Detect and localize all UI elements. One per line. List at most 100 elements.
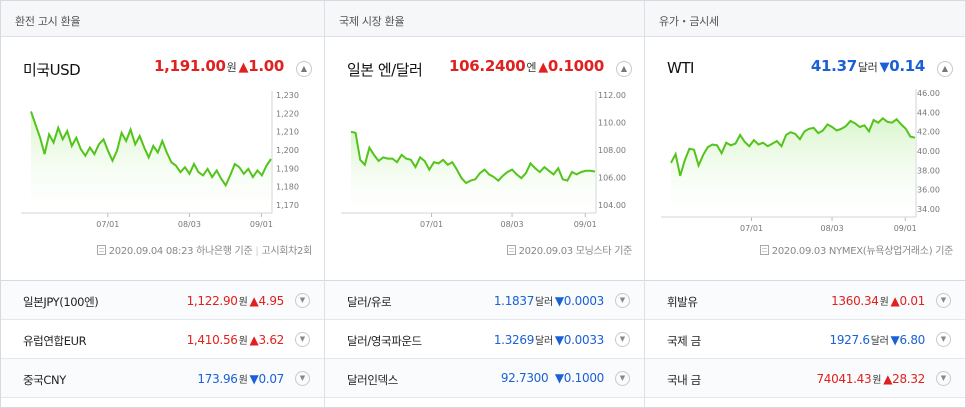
- document-icon: [96, 245, 106, 255]
- chevron-up-icon[interactable]: ▲: [296, 61, 312, 77]
- up-arrow-icon: ▲: [883, 372, 893, 386]
- sub-quote-list: 휘발유 1360.34원 ▲0.01 ▼ 국제 금 1927.6달러 ▼6.80 ▼…: [645, 280, 965, 398]
- chevron-up-icon[interactable]: ▲: [616, 61, 632, 77]
- tab-oil-gold[interactable]: 유가・금시세: [645, 1, 965, 37]
- sub-quote-unit: 원: [872, 375, 882, 386]
- x-tick-label: 07/01: [420, 220, 443, 229]
- main-quote[interactable]: 미국USD 1,191.00원 ▲1.00 ▲: [1, 37, 324, 99]
- x-tick-label: 07/01: [740, 224, 763, 233]
- chart-area: 46.00 44.00 42.00 40.00 38.00 36.00 34.00 07/01…: [645, 85, 965, 235]
- y-tick-label: 1,220: [276, 109, 299, 118]
- x-tick-label: 08/03: [178, 220, 201, 229]
- sub-quote-change: 3.62: [258, 333, 284, 347]
- main-quote-name: WTI: [667, 59, 694, 77]
- sub-quote-name: 유럽연합EUR: [23, 334, 87, 348]
- sub-quote-change: 0.0033: [563, 333, 605, 347]
- chevron-down-icon[interactable]: ▼: [936, 371, 951, 386]
- main-quote[interactable]: WTI 41.37달러 ▼0.14 ▲: [645, 37, 965, 99]
- main-quote-unit: 원: [226, 61, 237, 74]
- sub-quote-unit: 달러: [535, 297, 553, 308]
- chevron-down-icon[interactable]: ▼: [295, 332, 310, 347]
- sub-quote-value: 1,410.56: [186, 333, 238, 347]
- sub-quote-row[interactable]: 국내 금 74041.43원 ▲28.32 ▼: [645, 359, 965, 398]
- sub-quote-value-group: 1927.6달러 ▼6.80: [830, 332, 926, 347]
- series-area: [351, 131, 595, 213]
- sub-quote-value-group: 74041.43원 ▲28.32: [816, 371, 925, 386]
- up-arrow-icon: ▲: [538, 60, 548, 75]
- sub-quote-change: 0.0003: [563, 294, 605, 308]
- source-line: 2020.09.03 모닝스타 기준: [506, 242, 633, 257]
- sub-quote-name: 달러/유로: [347, 295, 392, 309]
- sub-quote-row[interactable]: 일본JPY(100엔) 1,122.90원 ▲4.95 ▼: [1, 281, 324, 320]
- chevron-down-icon[interactable]: ▼: [936, 293, 951, 308]
- panel-intl-exchange: 국제 시장 환율 일본 엔/달러 106.2400엔 ▲0.1000 ▲ 112.…: [325, 1, 645, 408]
- sub-quote-unit: 원: [238, 297, 248, 308]
- y-tick-label: 34.00: [917, 205, 940, 214]
- down-arrow-icon: ▼: [879, 60, 890, 75]
- sub-quote-change: 6.80: [899, 333, 925, 347]
- sub-quote-row[interactable]: 중국CNY 173.96원 ▼0.07 ▼: [1, 359, 324, 398]
- x-tick-label: 08/03: [501, 220, 524, 229]
- tab-intl-exchange[interactable]: 국제 시장 환율: [325, 1, 644, 37]
- main-quote-value: 106.2400: [449, 57, 526, 75]
- series-area: [31, 111, 271, 213]
- chevron-down-icon[interactable]: ▼: [615, 293, 630, 308]
- x-tick-label: 09/01: [894, 224, 917, 233]
- chevron-down-icon[interactable]: ▼: [295, 371, 310, 386]
- main-quote-value: 1,191.00: [154, 57, 226, 75]
- sub-quote-name: 달러/영국파운드: [347, 334, 422, 348]
- chevron-down-icon[interactable]: ▼: [615, 332, 630, 347]
- source-line: 2020.09.04 08:23 하나은행 기준 | 고시회차2회: [96, 242, 312, 257]
- chevron-up-icon[interactable]: ▲: [937, 61, 953, 77]
- sub-quote-value: 74041.43: [816, 372, 872, 386]
- y-tick-label: 42.00: [917, 128, 940, 137]
- sub-quote-row[interactable]: 달러/영국파운드 1.3269달러 ▼0.0033 ▼: [325, 320, 644, 359]
- sub-quote-value-group: 1.3269달러 ▼0.0033: [494, 332, 604, 347]
- y-tick-label: 110.00: [598, 119, 626, 128]
- sub-quote-name: 국내 금: [667, 373, 701, 387]
- chevron-down-icon[interactable]: ▼: [615, 371, 630, 386]
- document-icon: [506, 245, 516, 255]
- sub-quote-row[interactable]: 달러인덱스 92.7300 ▼0.1000 ▼: [325, 359, 644, 398]
- sub-quote-row[interactable]: 달러/유로 1.1837달러 ▼0.0003 ▼: [325, 281, 644, 320]
- sub-quote-row[interactable]: 국제 금 1927.6달러 ▼6.80 ▼: [645, 320, 965, 359]
- price-chart: 112.00 110.00 108.00 106.00 104.00 07/01 08/03…: [341, 91, 626, 229]
- sub-quote-value-group: 1.1837달러 ▼0.0003: [494, 293, 604, 308]
- sub-quote-value-group: 1360.34원 ▲0.01: [831, 293, 925, 308]
- source-date: 2020.09.03: [771, 246, 827, 257]
- down-arrow-icon: ▼: [554, 294, 564, 308]
- main-quote-value-group: 106.2400엔 ▲0.1000: [449, 57, 604, 75]
- tab-exchange[interactable]: 환전 고시 환율: [1, 1, 324, 37]
- sub-quote-list: 일본JPY(100엔) 1,122.90원 ▲4.95 ▼ 유럽연합EUR 1,4…: [1, 280, 324, 398]
- y-tick-label: 108.00: [598, 146, 626, 155]
- sub-quote-change: 4.95: [258, 294, 284, 308]
- up-arrow-icon: ▲: [238, 60, 249, 75]
- down-arrow-icon: ▼: [554, 371, 564, 385]
- sub-quote-value: 92.7300: [500, 371, 549, 385]
- sub-quote-name: 중국CNY: [23, 373, 66, 387]
- chevron-down-icon[interactable]: ▼: [936, 332, 951, 347]
- price-chart: 46.00 44.00 42.00 40.00 38.00 36.00 34.00 07/01…: [661, 89, 940, 233]
- up-arrow-icon: ▲: [249, 294, 259, 308]
- y-tick-label: 40.00: [917, 147, 940, 156]
- y-tick-label: 112.00: [598, 91, 626, 100]
- sub-quote-value-group: 1,410.56원 ▲3.62: [186, 332, 285, 347]
- sub-quote-value-group: 92.7300 ▼0.1000: [501, 371, 604, 385]
- main-quote-value-group: 41.37달러 ▼0.14: [811, 57, 925, 75]
- series-area: [671, 118, 915, 217]
- y-tick-label: 44.00: [917, 108, 940, 117]
- source-provider: 모닝스타 기준: [575, 246, 633, 257]
- main-quote-unit: 엔: [526, 61, 537, 74]
- chevron-down-icon[interactable]: ▼: [295, 293, 310, 308]
- sub-quote-row[interactable]: 유럽연합EUR 1,410.56원 ▲3.62 ▼: [1, 320, 324, 359]
- sub-quote-row[interactable]: 휘발유 1360.34원 ▲0.01 ▼: [645, 281, 965, 320]
- main-quote-change: 0.14: [889, 57, 925, 75]
- y-tick-label: 1,200: [276, 146, 299, 155]
- series-line: [30, 111, 272, 188]
- main-quote[interactable]: 일본 엔/달러 106.2400엔 ▲0.1000 ▲: [325, 37, 644, 99]
- y-tick-label: 106.00: [598, 174, 626, 183]
- x-tick-label: 09/01: [250, 220, 273, 229]
- sub-quote-name: 일본JPY(100엔): [23, 295, 99, 309]
- sub-quote-unit: 원: [879, 297, 889, 308]
